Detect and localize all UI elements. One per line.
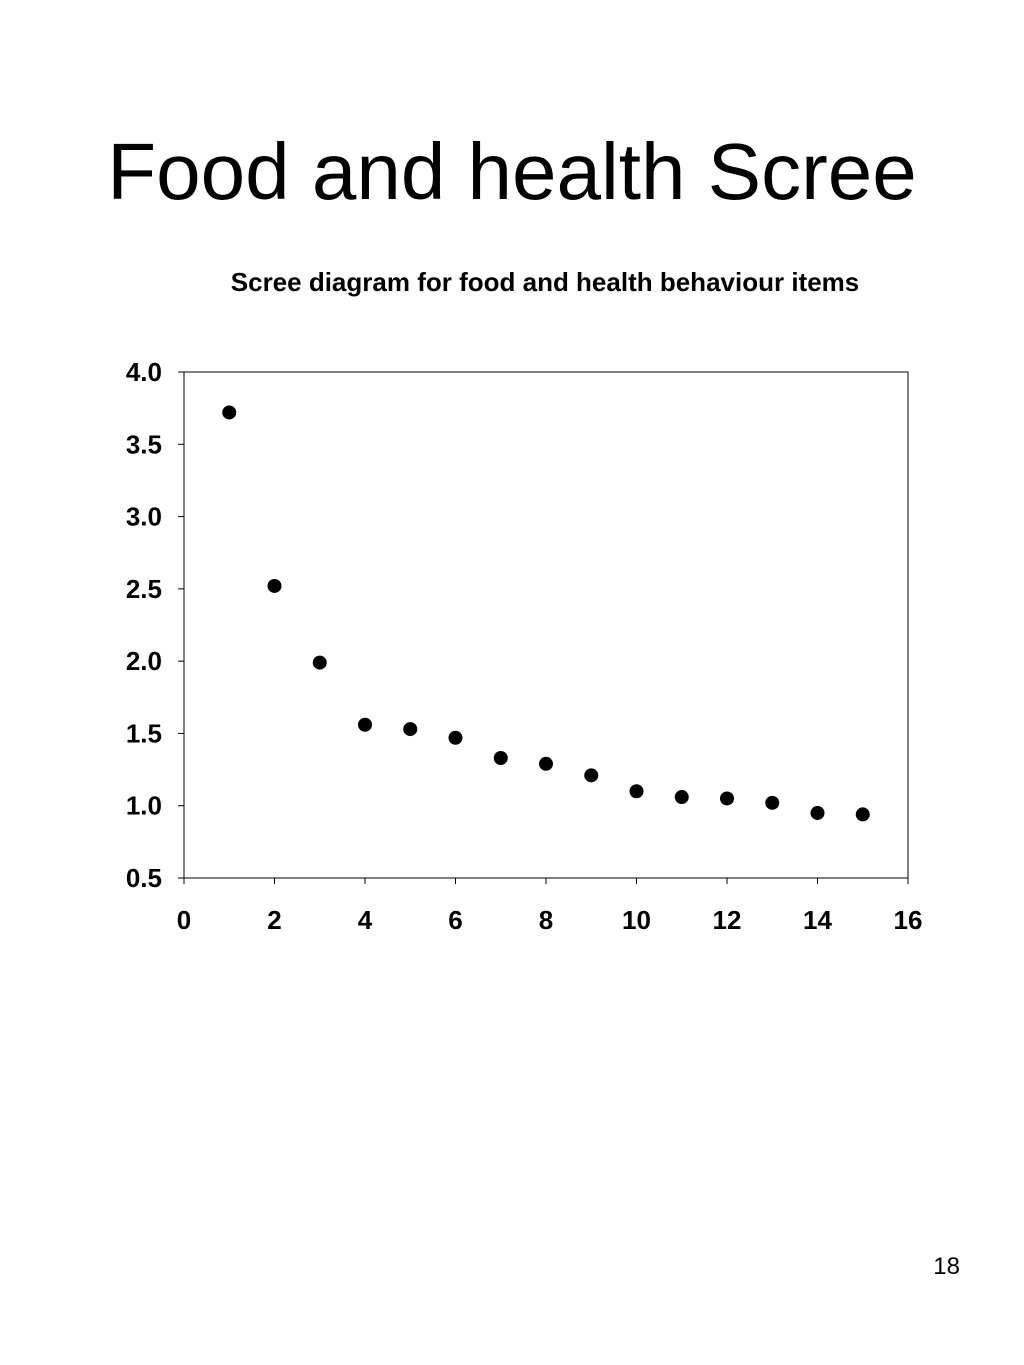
data-point: [312, 655, 327, 670]
data-point: [810, 805, 825, 820]
x-tick-label: 4: [358, 905, 373, 935]
data-points: [222, 405, 870, 822]
data-point: [358, 717, 372, 732]
data-point: [720, 791, 734, 806]
data-point: [539, 756, 553, 771]
data-point: [448, 730, 463, 745]
y-axis: 4.0 3.5 3.0 2.5 2.0 1.5 1.0 0.5: [126, 357, 184, 893]
y-tick-label: 2.0: [126, 646, 162, 676]
data-point: [403, 722, 418, 737]
x-tick-label: 16: [894, 905, 923, 935]
slide-title: Food and health Scree: [107, 127, 917, 216]
data-point: [629, 784, 644, 799]
data-point: [267, 578, 282, 593]
x-axis: 0 2 4 6 8 10 12 14 16: [177, 878, 923, 935]
x-tick-label: 14: [803, 905, 832, 935]
y-tick-label: 0.5: [126, 863, 162, 893]
plot-area: [183, 371, 909, 879]
x-tick-label: 10: [622, 905, 651, 935]
x-tick-label: 12: [713, 905, 742, 935]
x-tick-label: 0: [177, 905, 191, 935]
data-point: [222, 405, 237, 420]
data-point: [765, 795, 780, 810]
scree-chart: Scree diagram for food and health behavi…: [126, 267, 923, 935]
data-point: [855, 807, 870, 822]
chart-title: Scree diagram for food and health behavi…: [231, 267, 859, 297]
y-tick-label: 2.5: [126, 574, 162, 604]
y-tick-label: 1.0: [126, 791, 162, 821]
y-tick-label: 3.0: [126, 502, 162, 532]
data-point: [584, 768, 599, 783]
data-point: [674, 790, 689, 805]
x-tick-label: 6: [448, 905, 462, 935]
y-tick-label: 1.5: [126, 718, 162, 748]
y-tick-label: 3.5: [126, 429, 162, 459]
y-tick-label: 4.0: [126, 357, 162, 387]
x-tick-label: 2: [267, 905, 281, 935]
x-tick-label: 8: [539, 905, 553, 935]
data-point: [493, 751, 508, 766]
page-number: 18: [933, 1253, 960, 1280]
